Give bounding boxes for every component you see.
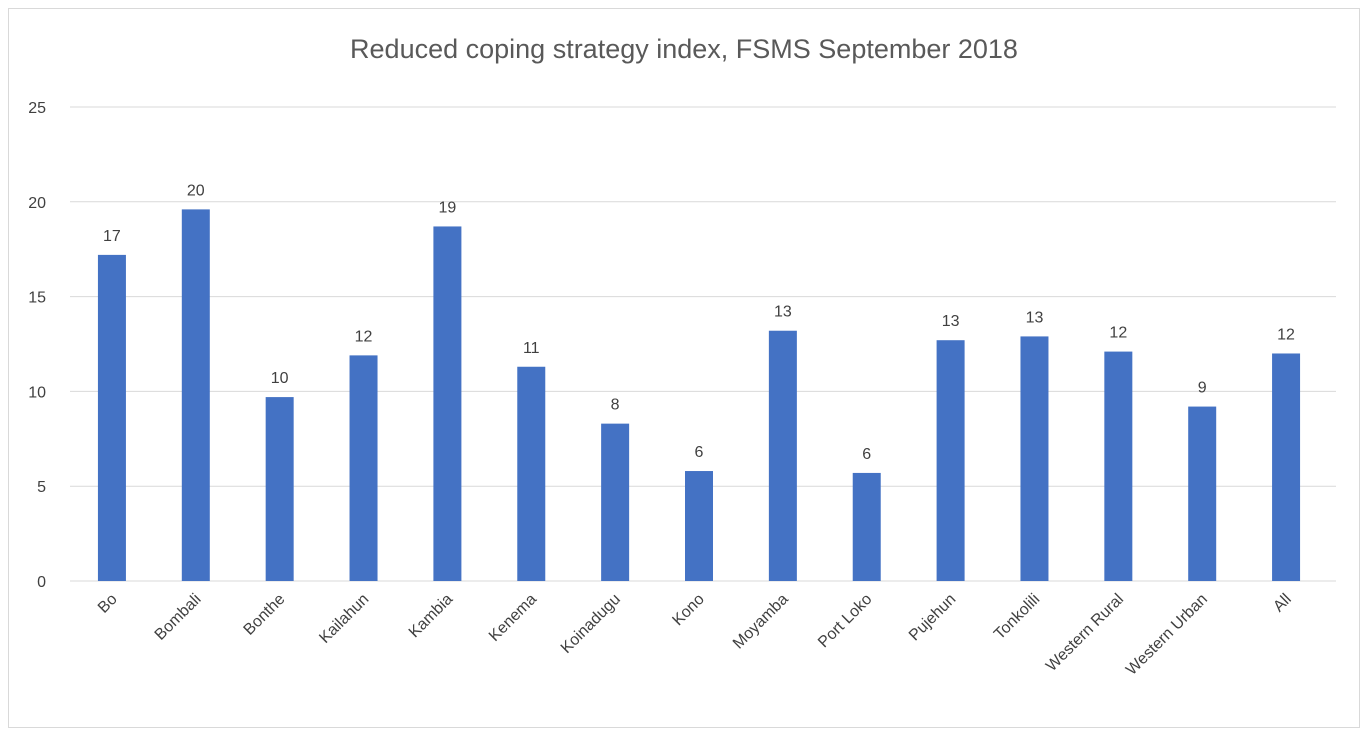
data-label: 13 xyxy=(1026,309,1044,326)
bar xyxy=(1020,336,1049,581)
bar xyxy=(768,330,797,581)
data-label: 12 xyxy=(1277,326,1295,343)
data-label: 20 xyxy=(187,182,205,199)
bar xyxy=(433,226,462,581)
data-label: 12 xyxy=(1109,325,1127,342)
data-label: 10 xyxy=(271,370,289,387)
data-label: 8 xyxy=(611,397,620,414)
bar xyxy=(1104,351,1133,581)
data-label: 6 xyxy=(862,446,871,463)
data-label: 12 xyxy=(355,328,373,345)
data-label: 11 xyxy=(523,340,540,357)
chart-title: Reduced coping strategy index, FSMS Sept… xyxy=(350,34,1018,64)
bar xyxy=(936,340,965,581)
bar xyxy=(1272,353,1301,581)
chart-frame xyxy=(8,8,1360,728)
y-tick-label: 0 xyxy=(37,574,46,591)
data-label: 6 xyxy=(695,444,704,461)
data-label: 13 xyxy=(942,313,960,330)
y-tick-label: 10 xyxy=(28,384,46,401)
bar xyxy=(97,254,126,581)
bar xyxy=(852,472,881,581)
bar xyxy=(1188,406,1217,581)
data-label: 19 xyxy=(439,199,457,216)
bar xyxy=(685,471,713,581)
y-tick-label: 20 xyxy=(28,195,46,212)
data-label: 13 xyxy=(774,304,792,321)
bar xyxy=(181,209,210,581)
y-tick-label: 25 xyxy=(28,100,46,117)
bar xyxy=(517,366,546,581)
bar xyxy=(349,355,378,581)
bar xyxy=(265,397,294,581)
y-tick-label: 15 xyxy=(28,290,46,307)
data-label: 17 xyxy=(103,228,121,245)
data-label: 9 xyxy=(1198,380,1207,397)
y-tick-label: 5 xyxy=(37,479,46,496)
bar xyxy=(601,423,630,581)
